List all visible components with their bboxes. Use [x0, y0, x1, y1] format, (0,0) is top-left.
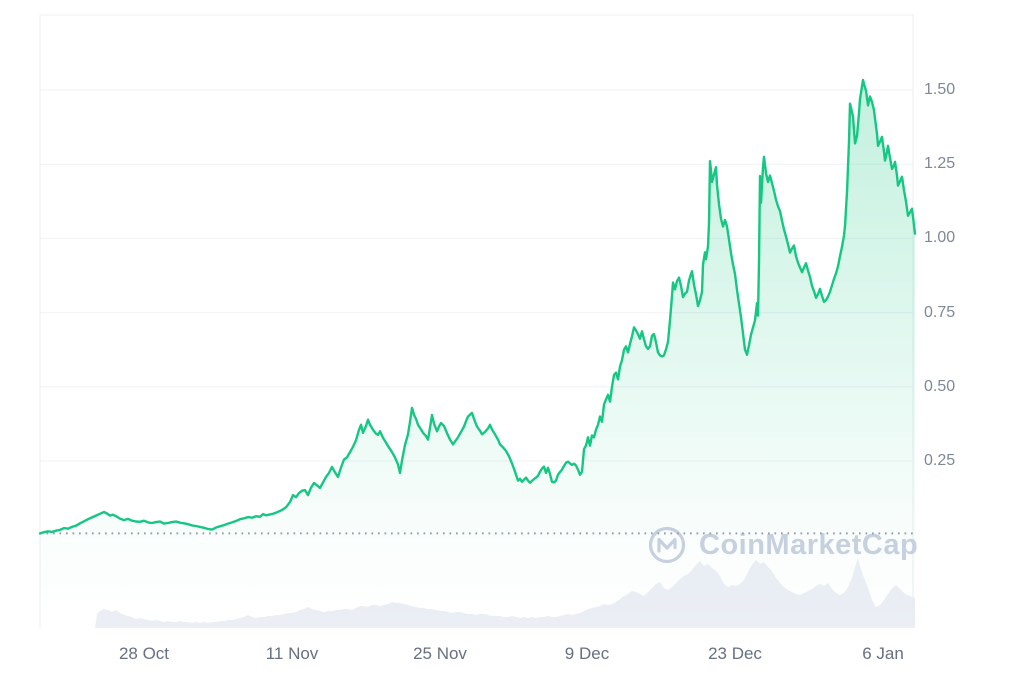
y-tick-label: 0.75: [924, 304, 956, 321]
y-tick-label: 0.25: [924, 452, 956, 469]
x-axis: 28 Oct 11 Nov 25 Nov 9 Dec 23 Dec 6 Jan: [0, 644, 1024, 668]
price-area-fill: [40, 79, 915, 628]
x-tick-label: 6 Jan: [862, 644, 904, 663]
x-tick-label: 11 Nov: [265, 644, 319, 663]
x-tick-label: 28 Oct: [118, 644, 170, 663]
y-axis: 1.50 1.25 1.00 0.75 0.50 0.25: [924, 0, 1019, 540]
x-tick-label: 25 Nov: [413, 644, 467, 663]
y-tick-label: 1.25: [924, 155, 956, 172]
y-tick-label: 1.50: [924, 81, 956, 98]
price-line: [38, 78, 917, 535]
x-tick-label: 23 Dec: [708, 644, 762, 663]
y-tick-label: 0.50: [924, 378, 956, 395]
x-tick-label: 9 Dec: [564, 644, 610, 663]
y-tick-label: 1.00: [924, 229, 956, 246]
